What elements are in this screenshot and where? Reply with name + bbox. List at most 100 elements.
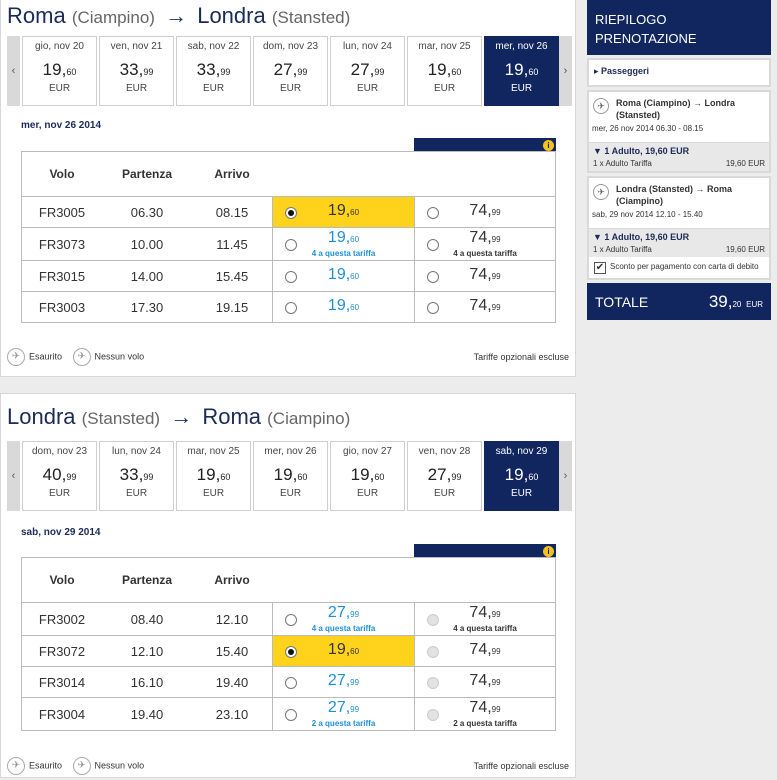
summary-date: sab, 29 nov 2014 12.10 - 15.40 xyxy=(592,210,703,219)
business-plus-fare-option[interactable]: 74,99 4 a questa tariffa xyxy=(415,228,555,260)
seats-left-note: 4 a questa tariffa xyxy=(311,249,376,258)
fare-radio[interactable] xyxy=(285,301,297,314)
business-plus-fare-option: 74,99 xyxy=(415,667,555,697)
lowest-fare-option[interactable]: 27,99 2 a questa tariffa xyxy=(272,698,415,730)
date-label: dom, nov 23 xyxy=(31,446,88,457)
date-price: 19,60 xyxy=(427,60,462,79)
date-label: sab, nov 29 xyxy=(495,446,548,457)
flight-number: FR3014 xyxy=(38,674,86,690)
selected-date-label: mer, nov 26 2014 xyxy=(21,120,102,131)
fare-radio[interactable] xyxy=(427,238,439,251)
date-option[interactable]: sab, nov 29 19,60 EUR xyxy=(484,441,559,511)
fare-radio xyxy=(427,708,439,721)
date-option[interactable]: mar, nov 25 19,60 EUR xyxy=(176,441,251,511)
lowest-fare-option[interactable]: 27,99 4 a questa tariffa xyxy=(272,603,415,635)
arrival-time: 11.45 xyxy=(216,236,248,252)
summary-date: mer, 26 nov 2014 06.30 - 08.15 xyxy=(592,124,704,133)
return-route-title: Londra (Stansted) → Roma (Ciampino) xyxy=(7,404,350,430)
pax-toggle[interactable]: ▼ 1 Adulto, 19,60 EUR xyxy=(593,232,690,242)
destination-city: Londra xyxy=(197,3,266,28)
legend-sold-out: Esaurito xyxy=(29,351,63,362)
date-price: 27,99 xyxy=(350,60,385,79)
info-icon[interactable]: i xyxy=(543,140,554,151)
total-amount: 39,20 EUR xyxy=(708,291,763,311)
date-currency: EUR xyxy=(48,83,71,94)
pax-toggle[interactable]: ▼ 1 Adulto, 19,60 EUR xyxy=(593,146,690,156)
departure-time: 16.10 xyxy=(130,674,164,690)
route-arrow: → xyxy=(170,404,193,429)
fare-radio[interactable] xyxy=(285,676,297,689)
no-flight-icon: ✈ xyxy=(72,757,91,775)
date-price: 19,60 xyxy=(504,60,539,79)
fare-radio[interactable] xyxy=(285,613,297,626)
date-price: 33,99 xyxy=(119,60,154,79)
date-option[interactable]: lun, nov 24 27,99 EUR xyxy=(330,36,405,106)
lowest-fare-option[interactable]: 19,60 xyxy=(272,636,415,666)
flight-number: FR3003 xyxy=(38,299,86,315)
date-price: 27,99 xyxy=(427,465,462,484)
seats-left-note: 4 a questa tariffa xyxy=(453,249,517,258)
passengers-toggle[interactable]: ▸ Passeggeri xyxy=(594,66,650,76)
summary-route: Londra (Stansted) → Roma (Ciampino) xyxy=(616,184,733,206)
fare-price: 27,99 xyxy=(327,672,360,689)
date-option[interactable]: lun, nov 24 33,99 EUR xyxy=(99,441,174,511)
date-option[interactable]: dom, nov 23 40,99 EUR xyxy=(22,441,97,511)
lowest-fare-option[interactable]: 27,99 xyxy=(272,667,415,697)
date-price: 19,60 xyxy=(196,465,231,484)
fare-price: 19,60 xyxy=(327,202,360,219)
date-label: gio, nov 27 xyxy=(343,446,392,457)
debit-discount-label: Sconto per pagamento con carta di debito xyxy=(610,262,759,271)
fare-radio[interactable] xyxy=(427,270,439,283)
outbound-panel: Roma (Ciampino) → Londra (Stansted) ‹ › … xyxy=(0,0,576,377)
fare-radio[interactable] xyxy=(285,238,297,251)
fare-radio[interactable] xyxy=(285,206,297,219)
summary-outbound: ✈ Roma (Ciampino) → Londra (Stansted) me… xyxy=(587,90,771,173)
lowest-fare-option[interactable]: 19,60 4 a questa tariffa xyxy=(272,228,415,260)
date-label: ven, nov 28 xyxy=(418,446,471,457)
date-option[interactable]: gio, nov 20 19,60 EUR xyxy=(22,36,97,106)
fare-radio[interactable] xyxy=(427,301,439,314)
business-plus-fare-option[interactable]: 74,99 xyxy=(415,292,555,322)
date-option[interactable]: mer, nov 26 19,60 EUR xyxy=(484,36,559,106)
sold-out-icon: ✈ xyxy=(7,348,25,366)
departure-time: 19.40 xyxy=(130,706,164,722)
business-plus-fare-option[interactable]: 74,99 xyxy=(415,261,555,291)
lowest-fare-option[interactable]: 19,60 xyxy=(272,261,415,291)
fare-radio[interactable] xyxy=(285,708,297,721)
flight-row: FR3005 06.30 08.15 19,60 74,99 xyxy=(22,196,555,227)
fare-radio[interactable] xyxy=(285,270,297,283)
date-option[interactable]: ven, nov 28 27,99 EUR xyxy=(407,441,482,511)
date-label: gio, nov 20 xyxy=(35,41,84,52)
fare-radio[interactable] xyxy=(427,206,439,219)
debit-discount-checkbox[interactable]: ✔ xyxy=(594,262,606,274)
prev-dates-button[interactable]: ‹ xyxy=(7,36,20,106)
date-option[interactable]: gio, nov 27 19,60 EUR xyxy=(330,441,405,511)
date-option[interactable]: dom, nov 23 27,99 EUR xyxy=(253,36,328,106)
date-option[interactable]: ven, nov 21 33,99 EUR xyxy=(99,36,174,106)
origin-city: Londra xyxy=(7,404,76,429)
info-icon[interactable]: i xyxy=(543,546,554,557)
booking-summary: RIEPILOGO PRENOTAZIONE ▸ Passeggeri ✈ Ro… xyxy=(587,0,771,320)
seats-left-note: 4 a questa tariffa xyxy=(453,624,517,633)
business-plus-fare-option[interactable]: 74,99 xyxy=(415,197,555,227)
debit-discount-row: ✔ Sconto per pagamento con carta di debi… xyxy=(589,257,769,278)
fare-price: 19,60 xyxy=(327,297,360,314)
prev-dates-button[interactable]: ‹ xyxy=(7,441,20,511)
date-price: 40,99 xyxy=(42,465,77,484)
next-dates-button[interactable]: › xyxy=(559,441,572,511)
date-option[interactable]: mar, nov 25 19,60 EUR xyxy=(407,36,482,106)
fare-radio[interactable] xyxy=(285,645,297,658)
departure-time: 17.30 xyxy=(130,299,164,315)
date-currency: EUR xyxy=(433,83,456,94)
arrival-time: 08.15 xyxy=(215,204,249,220)
date-option[interactable]: mer, nov 26 19,60 EUR xyxy=(253,441,328,511)
lowest-fare-option[interactable]: 19,60 xyxy=(272,197,415,227)
flight-number: FR3005 xyxy=(38,204,86,220)
next-dates-button[interactable]: › xyxy=(559,36,572,106)
date-price: 19,60 xyxy=(504,465,539,484)
lowest-fare-option[interactable]: 19,60 xyxy=(272,292,415,322)
legend: ✈ Esaurito ✈ Nessun volo Tariffe opzionali… xyxy=(7,757,569,779)
seats-left-note: 2 a questa tariffa xyxy=(311,719,376,728)
date-currency: EUR xyxy=(202,488,225,499)
date-option[interactable]: sab, nov 22 33,99 EUR xyxy=(176,36,251,106)
